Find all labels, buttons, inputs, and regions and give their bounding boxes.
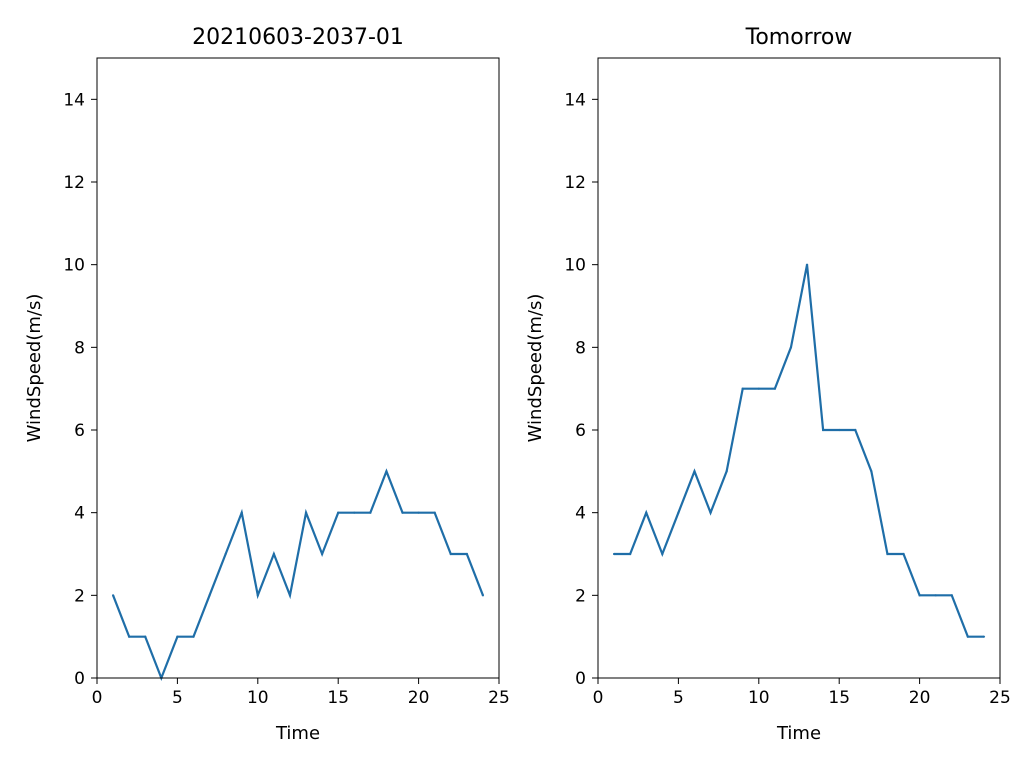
y-tick-label: 10 (63, 256, 85, 276)
x-tick-label: 15 (828, 688, 850, 708)
data-point (353, 511, 356, 514)
y-tick-label: 2 (74, 586, 85, 606)
y-tick-label: 0 (74, 669, 85, 689)
data-point (886, 552, 889, 556)
data-point (725, 470, 728, 473)
data-point (870, 470, 873, 473)
data-point (612, 552, 616, 556)
data-point (385, 470, 388, 473)
data-point (321, 552, 324, 556)
data-point (693, 470, 696, 473)
data-point (709, 511, 712, 514)
data-point (369, 511, 372, 514)
data-point (966, 635, 969, 638)
y-tick-label: 8 (575, 338, 586, 358)
y-tick-label: 12 (63, 173, 85, 193)
data-point (757, 387, 760, 390)
y-tick-label: 14 (564, 90, 586, 110)
x-tick-label: 5 (673, 688, 684, 708)
x-tick-label: 25 (488, 688, 510, 708)
data-point (449, 552, 452, 556)
data-point (208, 594, 211, 597)
data-point (773, 387, 776, 390)
data-point (224, 552, 227, 556)
x-tick-label: 25 (989, 688, 1011, 708)
y-tick-label: 14 (63, 90, 85, 110)
data-point (128, 635, 131, 638)
chart-title: Tomorrow (745, 25, 853, 50)
data-point (288, 594, 292, 597)
data-point (822, 428, 825, 432)
data-point (176, 635, 179, 638)
data-point (982, 635, 986, 638)
data-point (805, 263, 809, 266)
x-tick-label: 20 (909, 688, 931, 708)
data-point (789, 346, 793, 349)
data-point (465, 552, 468, 556)
data-point (481, 594, 485, 597)
x-axis-label: Time (776, 723, 821, 744)
data-point (854, 428, 857, 432)
x-tick-label: 20 (408, 688, 430, 708)
y-tick-label: 0 (575, 669, 586, 689)
data-point (838, 428, 841, 432)
y-tick-label: 8 (74, 338, 85, 358)
chart-title: 20210603-2037-01 (192, 25, 404, 50)
y-tick-label: 4 (575, 504, 586, 524)
chart-panels: 20210603-2037-010 5 10 15 20 2502468101214Tim… (24, 25, 1011, 744)
x-axis-label: Time (275, 723, 320, 744)
y-tick-label: 10 (564, 256, 586, 276)
x-tick-label: 10 (748, 688, 770, 708)
data-point (272, 552, 275, 556)
data-point (902, 552, 905, 556)
data-point (304, 511, 308, 514)
data-point (192, 635, 195, 638)
data-point (661, 552, 664, 556)
x-tick-label: 10 (247, 688, 269, 708)
y-axis-label: WindSpeed(m/s) (525, 294, 546, 443)
data-point (629, 552, 632, 556)
y-tick-label: 2 (575, 586, 586, 606)
chart-panel-1: 20210603-2037-01 0 5 10 15 20 25 0 2 4 6 8 10 12 14 Tim… (24, 25, 510, 744)
data-point (918, 594, 921, 597)
data-point (417, 511, 420, 514)
data-point (111, 594, 115, 597)
data-point (401, 511, 404, 514)
plot-frame (96, 57, 500, 679)
data-point (645, 511, 648, 514)
y-tick-label: 6 (575, 421, 586, 441)
data-point (677, 511, 680, 514)
data-point (256, 594, 259, 597)
data-point (433, 511, 436, 514)
x-tick-label: 0 (593, 688, 604, 708)
x-tick-label: 5 (172, 688, 183, 708)
chart-panel-2: Tomorrow 0 5 10 15 20 25 0 2 4 6 8 10 12 14 Time WindSpe… (525, 25, 1011, 744)
series-line (614, 264, 984, 638)
y-tick-label: 4 (74, 504, 85, 524)
y-tick-label: 6 (74, 421, 85, 441)
data-point (950, 594, 953, 597)
plot-frame (597, 57, 1001, 679)
data-point (144, 635, 147, 638)
x-tick-label: 15 (327, 688, 349, 708)
series-line (112, 468, 484, 682)
y-axis-label: WindSpeed(m/s) (24, 294, 45, 443)
data-point (240, 511, 243, 514)
data-point (741, 387, 744, 390)
data-point (934, 594, 937, 597)
y-tick-label: 12 (564, 173, 586, 193)
data-point (337, 511, 340, 514)
x-tick-label: 0 (92, 688, 103, 708)
